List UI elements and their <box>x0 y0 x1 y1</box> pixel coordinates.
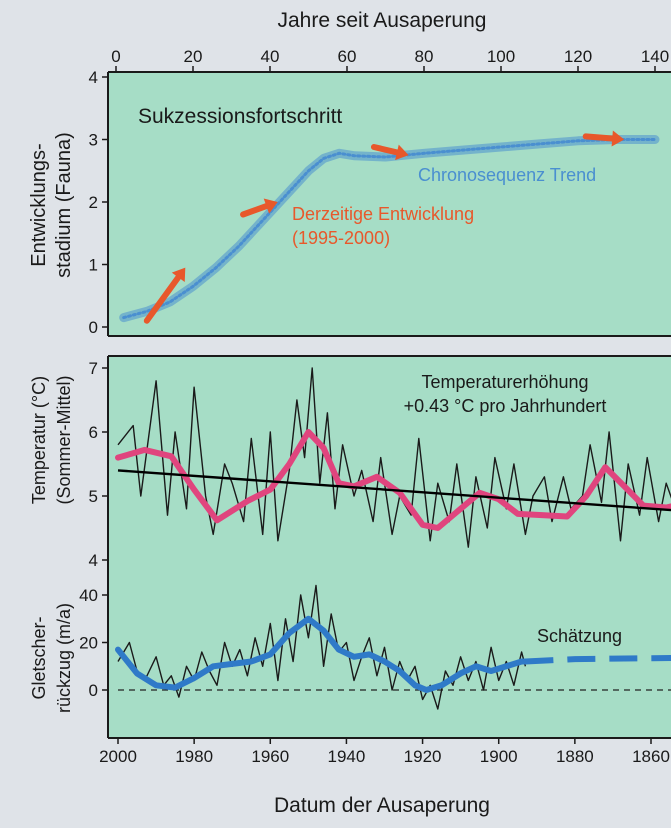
bottom-x-tick-label: 1900 <box>480 747 518 766</box>
current-development-label-line2: (1995-2000) <box>292 228 390 248</box>
bottom-x-tick-label: 1960 <box>251 747 289 766</box>
temperature-y-tick-label: 4 <box>89 551 98 570</box>
top-x-tick-label: 140 <box>641 47 669 66</box>
development-arrow-head <box>171 267 186 283</box>
estimate-label: Schätzung <box>537 626 622 646</box>
temperature-y-tick-label: 5 <box>89 487 98 506</box>
top-y-tick-label: 0 <box>89 318 98 337</box>
top-x-tick-label: 20 <box>184 47 203 66</box>
development-arrow-head <box>395 144 409 161</box>
temperature-y-axis-label-line2: (Sommer-Mittel) <box>54 376 74 505</box>
bottom-panel: 4 5 6 7 0 20 40 2000 1980 1960 1940 1920 1900 1880 1… <box>29 355 671 817</box>
glacier-y-axis-label-line1: Gletscher- <box>29 616 49 699</box>
top-x-tick-label: 40 <box>261 47 280 66</box>
temperature-y-tick-label: 7 <box>89 359 98 378</box>
temperature-series-group <box>115 367 671 548</box>
development-arrow-head <box>263 198 278 214</box>
trend-series-label: Chronosequenz Trend <box>418 165 596 185</box>
top-series-group <box>119 135 660 323</box>
development-arrow-shaft <box>582 133 616 142</box>
bottom-x-tick-label: 2000 <box>99 747 137 766</box>
top-y-tick-label: 3 <box>89 131 98 150</box>
glacier-y-tick-label: 40 <box>79 586 98 605</box>
glacier-y-tick-label: 0 <box>89 681 98 700</box>
development-arrow-shaft <box>370 144 400 156</box>
top-y-axis-label-line2: stadium (Fauna) <box>53 132 75 278</box>
glacier-series-group <box>115 584 671 710</box>
bottom-x-tick-label: 1940 <box>328 747 366 766</box>
temperature-smoothed-line <box>115 429 671 531</box>
top-y-tick-label: 2 <box>89 193 98 212</box>
temperature-y-tick-label: 6 <box>89 423 98 442</box>
top-x-tick-label: 100 <box>487 47 515 66</box>
temperature-y-axis-label-line1: Temperatur (°C) <box>29 376 49 504</box>
temperature-annotation-line1: Temperaturerhöhung <box>421 372 588 392</box>
top-panel-title: Sukzessionsfortschritt <box>138 105 342 128</box>
glacier-y-tick-label: 20 <box>79 634 98 653</box>
top-x-axis-label: Jahre seit Ausaperung <box>278 9 487 32</box>
top-axes <box>107 71 671 337</box>
bottom-x-tick-label: 1880 <box>556 747 594 766</box>
top-y-tick-label: 1 <box>89 256 98 275</box>
top-x-tick-label: 60 <box>338 47 357 66</box>
bottom-x-ticks: 2000 1980 1960 1940 1920 1900 1880 1860 <box>99 738 670 766</box>
bottom-axes <box>107 355 671 739</box>
development-arrow-shaft <box>240 203 270 218</box>
chronosequence-trend-line <box>122 138 657 320</box>
glacier-estimate-line <box>525 655 671 665</box>
glacier-y-axis-label-line2: rückzug (m/a) <box>54 603 74 713</box>
temperature-trend-line <box>117 469 671 512</box>
development-arrow-head <box>611 130 625 147</box>
top-plot-area <box>108 72 671 336</box>
development-arrows <box>143 130 625 324</box>
bottom-x-axis-label: Datum der Ausaperung <box>274 794 490 817</box>
top-x-tick-label: 80 <box>415 47 434 66</box>
glacier-y-ticks: 0 20 40 <box>79 586 108 700</box>
bottom-x-tick-label: 1860 <box>632 747 670 766</box>
bottom-x-tick-label: 1980 <box>175 747 213 766</box>
development-arrow-shaft <box>143 274 182 324</box>
glacier-smoothed-line <box>115 615 529 693</box>
top-panel: 0 20 40 60 80 100 120 140 0 1 2 3 4 Jahre seit Ausa… <box>28 9 671 337</box>
temperature-annotation-line2: +0.43 °C pro Jahrhundert <box>404 396 607 416</box>
top-y-ticks: 0 1 2 3 4 <box>89 68 108 337</box>
temperature-y-ticks: 4 5 6 7 <box>89 359 108 570</box>
top-y-tick-label: 4 <box>89 68 98 87</box>
top-y-axis-label-line1: Entwicklungs- <box>28 143 50 266</box>
current-development-label-line1: Derzeitige Entwicklung <box>292 204 474 224</box>
top-x-ticks: 0 20 40 60 80 100 120 140 <box>111 47 669 72</box>
bottom-x-tick-label: 1920 <box>404 747 442 766</box>
top-x-tick-label: 120 <box>564 47 592 66</box>
top-x-tick-label: 0 <box>111 47 120 66</box>
